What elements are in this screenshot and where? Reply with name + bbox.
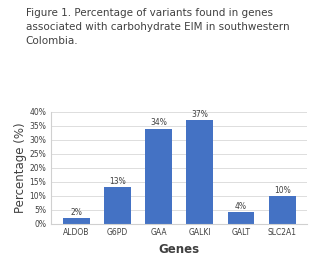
- Bar: [269, 196, 296, 224]
- Bar: [145, 128, 172, 224]
- Text: 13%: 13%: [109, 177, 126, 186]
- Bar: [187, 120, 213, 224]
- X-axis label: Genes: Genes: [159, 243, 200, 256]
- Text: 2%: 2%: [70, 208, 82, 217]
- Y-axis label: Percentage (%): Percentage (%): [14, 122, 27, 213]
- Bar: [228, 212, 254, 224]
- Text: 10%: 10%: [274, 186, 291, 194]
- Text: 34%: 34%: [150, 119, 167, 127]
- Text: Figure 1. Percentage of variants found in genes
associated with carbohydrate EIM: Figure 1. Percentage of variants found i…: [26, 8, 289, 46]
- Bar: [104, 187, 131, 224]
- Bar: [63, 218, 90, 224]
- Text: 4%: 4%: [235, 202, 247, 211]
- Text: 37%: 37%: [191, 110, 208, 119]
